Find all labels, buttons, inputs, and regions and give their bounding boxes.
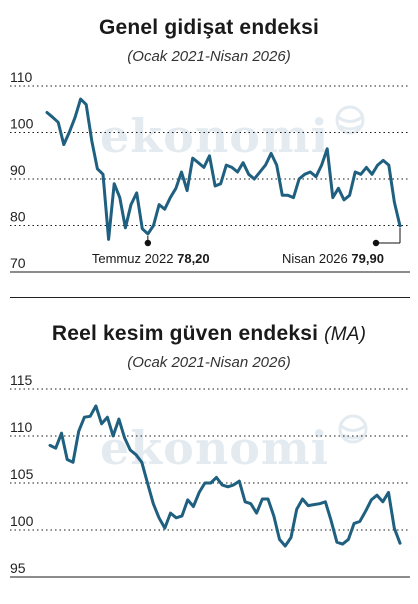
watermark-globe-icon <box>335 105 365 135</box>
annotation-value: 78,20 <box>177 251 210 266</box>
line-chart-general-trend: ekonomi 70 80 90 100 110 Temmuz 2022 78,20 Nisa… <box>10 69 410 273</box>
annotation: Nisan 2026 79,90 <box>282 227 401 266</box>
y-tick-label: 80 <box>10 209 26 225</box>
watermark-text: ekonomi <box>100 421 329 475</box>
y-tick-label: 90 <box>10 162 26 178</box>
chart-title-suffix: (MA) <box>324 324 367 345</box>
y-tick-label: 115 <box>10 372 33 388</box>
chart-title: Genel gidişat endeksi <box>98 16 320 39</box>
panel-divider <box>10 297 410 298</box>
y-tick-label: 100 <box>10 513 34 529</box>
chart-panel-general-trend: Genel gidişat endeksi (Ocak 2021-Nisan 2… <box>0 0 418 300</box>
annotation-value: 79,90 <box>351 251 384 266</box>
watermark-globe-icon <box>338 414 368 444</box>
chart-title: Reel kesim güven endeksi (MA) <box>0 322 418 346</box>
annotation: Temmuz 2022 78,20 <box>92 235 210 266</box>
annotation-label: Nisan 2026 79,90 <box>282 251 384 266</box>
series-line <box>48 404 402 548</box>
y-tick-label: 95 <box>10 560 26 576</box>
annotation-marker <box>144 239 152 247</box>
y-tick-label: 105 <box>10 466 34 482</box>
line-chart-real-sector: ekonomi 95 100 105 110 115 <box>10 372 410 578</box>
annotation-marker <box>372 239 380 247</box>
annotation-date: Nisan 2026 <box>282 251 351 266</box>
y-tick-label: 100 <box>10 116 34 132</box>
watermark-text: ekonomi <box>100 109 329 163</box>
chart-subtitle: (Ocak 2021-Nisan 2026) <box>127 48 291 65</box>
chart-panel-real-sector: Reel kesim güven endeksi (MA) (Ocak 2021… <box>0 304 418 604</box>
chart-subtitle: (Ocak 2021-Nisan 2026) <box>127 354 291 371</box>
y-tick-label: 70 <box>10 255 26 271</box>
y-tick-label: 110 <box>10 419 33 435</box>
annotation-date: Temmuz 2022 <box>92 251 177 266</box>
y-tick-label: 110 <box>10 69 33 85</box>
annotation-label: Temmuz 2022 78,20 <box>92 251 210 266</box>
chart-title-text: Reel kesim güven endeksi <box>51 322 319 345</box>
series-line <box>45 97 402 241</box>
